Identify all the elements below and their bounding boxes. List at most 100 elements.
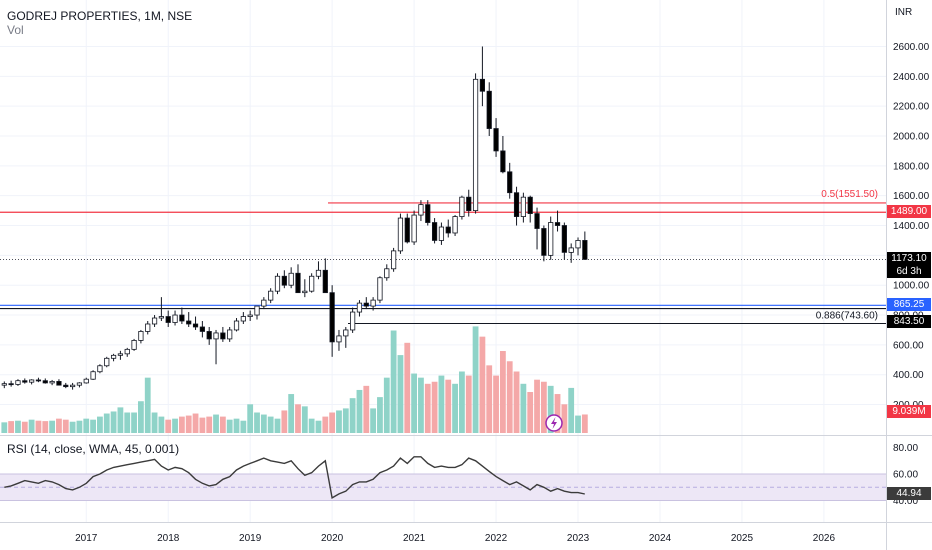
price-tick-label: 1400.00 — [893, 221, 930, 232]
volume-bar — [486, 365, 493, 433]
volume-bar — [206, 416, 213, 433]
rsi-line — [4, 456, 585, 500]
volume-label: Vol — [7, 23, 24, 37]
candle-body — [281, 275, 287, 286]
candle-body — [343, 329, 349, 337]
lightning-icon[interactable] — [545, 414, 563, 432]
candle-body — [213, 332, 219, 340]
candle-body — [302, 290, 308, 294]
volume-bar — [493, 375, 499, 433]
volume-bar — [192, 413, 199, 433]
candle-body — [472, 78, 479, 212]
volume-bar — [15, 420, 21, 433]
volume-bar — [547, 385, 554, 433]
candle-body — [131, 340, 137, 350]
volume-bar — [418, 377, 424, 433]
price-tick-label: 2000.00 — [893, 132, 930, 143]
price-tick-label: 1000.00 — [893, 281, 930, 292]
volume-bar — [383, 377, 390, 433]
candle-body — [220, 332, 226, 340]
candle-body — [500, 150, 506, 173]
volume-bar — [390, 330, 397, 433]
candle-body — [397, 217, 404, 252]
price-tick-label: 2200.00 — [893, 102, 930, 113]
candle-body — [145, 323, 151, 332]
volume-bar — [295, 404, 301, 433]
volume-bar — [274, 418, 281, 433]
volume-bar — [28, 419, 35, 433]
time-tick-label: 2022 — [485, 533, 508, 544]
volume-bar — [21, 421, 28, 433]
fib-0-5-label: 0.5(1551.50) — [821, 189, 878, 200]
candle-body — [268, 290, 274, 301]
price-levels — [0, 202, 886, 324]
candle-body — [138, 331, 144, 341]
candle-body — [404, 217, 410, 243]
candle-body — [418, 204, 424, 216]
candle-body — [117, 353, 124, 356]
candle-body — [315, 269, 322, 277]
volume-bar — [138, 401, 144, 433]
candle-body — [391, 250, 397, 270]
candle-body — [384, 268, 390, 279]
candle-body — [350, 311, 356, 331]
candle-body — [554, 222, 561, 226]
candlesticks — [1, 46, 588, 390]
candle-body — [513, 192, 520, 217]
candle-body — [363, 302, 369, 307]
volume-bar — [233, 418, 240, 433]
volume-bar — [35, 420, 42, 433]
volume-bar — [349, 398, 356, 433]
candle-body — [370, 299, 376, 307]
candle-body — [534, 213, 540, 229]
level-annotations: 0.5(1551.50) 0.886(743.60) — [816, 189, 878, 322]
candle-body — [104, 357, 110, 367]
volume-bar — [404, 342, 411, 433]
last-price-tag: 1173.10 — [887, 252, 931, 266]
time-tick-label: 2025 — [731, 533, 754, 544]
candle-body — [479, 78, 486, 92]
volume-bar — [568, 387, 575, 433]
candle-body — [179, 314, 185, 322]
volume-bar — [90, 419, 96, 433]
candle-body — [493, 128, 499, 152]
volume-bar — [219, 416, 226, 433]
volume-bar — [62, 419, 69, 433]
volume-bar — [575, 415, 581, 433]
rsi-tick-label: 40.00 — [893, 496, 918, 507]
candle-body — [322, 269, 328, 294]
blue-level-tag: 865.25 — [887, 298, 931, 312]
rsi-band — [0, 473, 886, 501]
volume-bar — [247, 404, 254, 433]
candle-body — [76, 382, 83, 386]
volume-bar — [561, 404, 568, 433]
volume-bar — [479, 336, 486, 433]
candle-body — [172, 314, 178, 323]
candle-body — [425, 204, 431, 223]
candle-body — [466, 196, 472, 211]
volume-bar — [397, 355, 404, 433]
volume-bar — [254, 412, 260, 433]
volume-bar — [83, 418, 90, 433]
volume-bar — [178, 416, 185, 433]
volume-bar — [499, 351, 506, 433]
time-tick-label: 2023 — [567, 533, 590, 544]
candle-body — [329, 292, 335, 343]
countdown-tag: 6d 3h — [887, 265, 931, 279]
volume-value-tag: 9.039M — [887, 405, 931, 418]
volume-bar — [199, 417, 206, 433]
volume-bar — [56, 418, 62, 433]
volume-bar — [465, 375, 472, 433]
candle-body — [8, 383, 14, 386]
volume-bar — [342, 408, 349, 433]
currency-label: INR — [895, 7, 913, 18]
volume-bar — [172, 418, 178, 433]
candle-body — [247, 314, 253, 317]
price-tick-label: 2600.00 — [893, 42, 930, 53]
volume-bar — [281, 410, 288, 433]
time-tick-label: 2026 — [813, 533, 836, 544]
volume-bar — [472, 326, 479, 433]
volume-bar — [69, 421, 76, 433]
